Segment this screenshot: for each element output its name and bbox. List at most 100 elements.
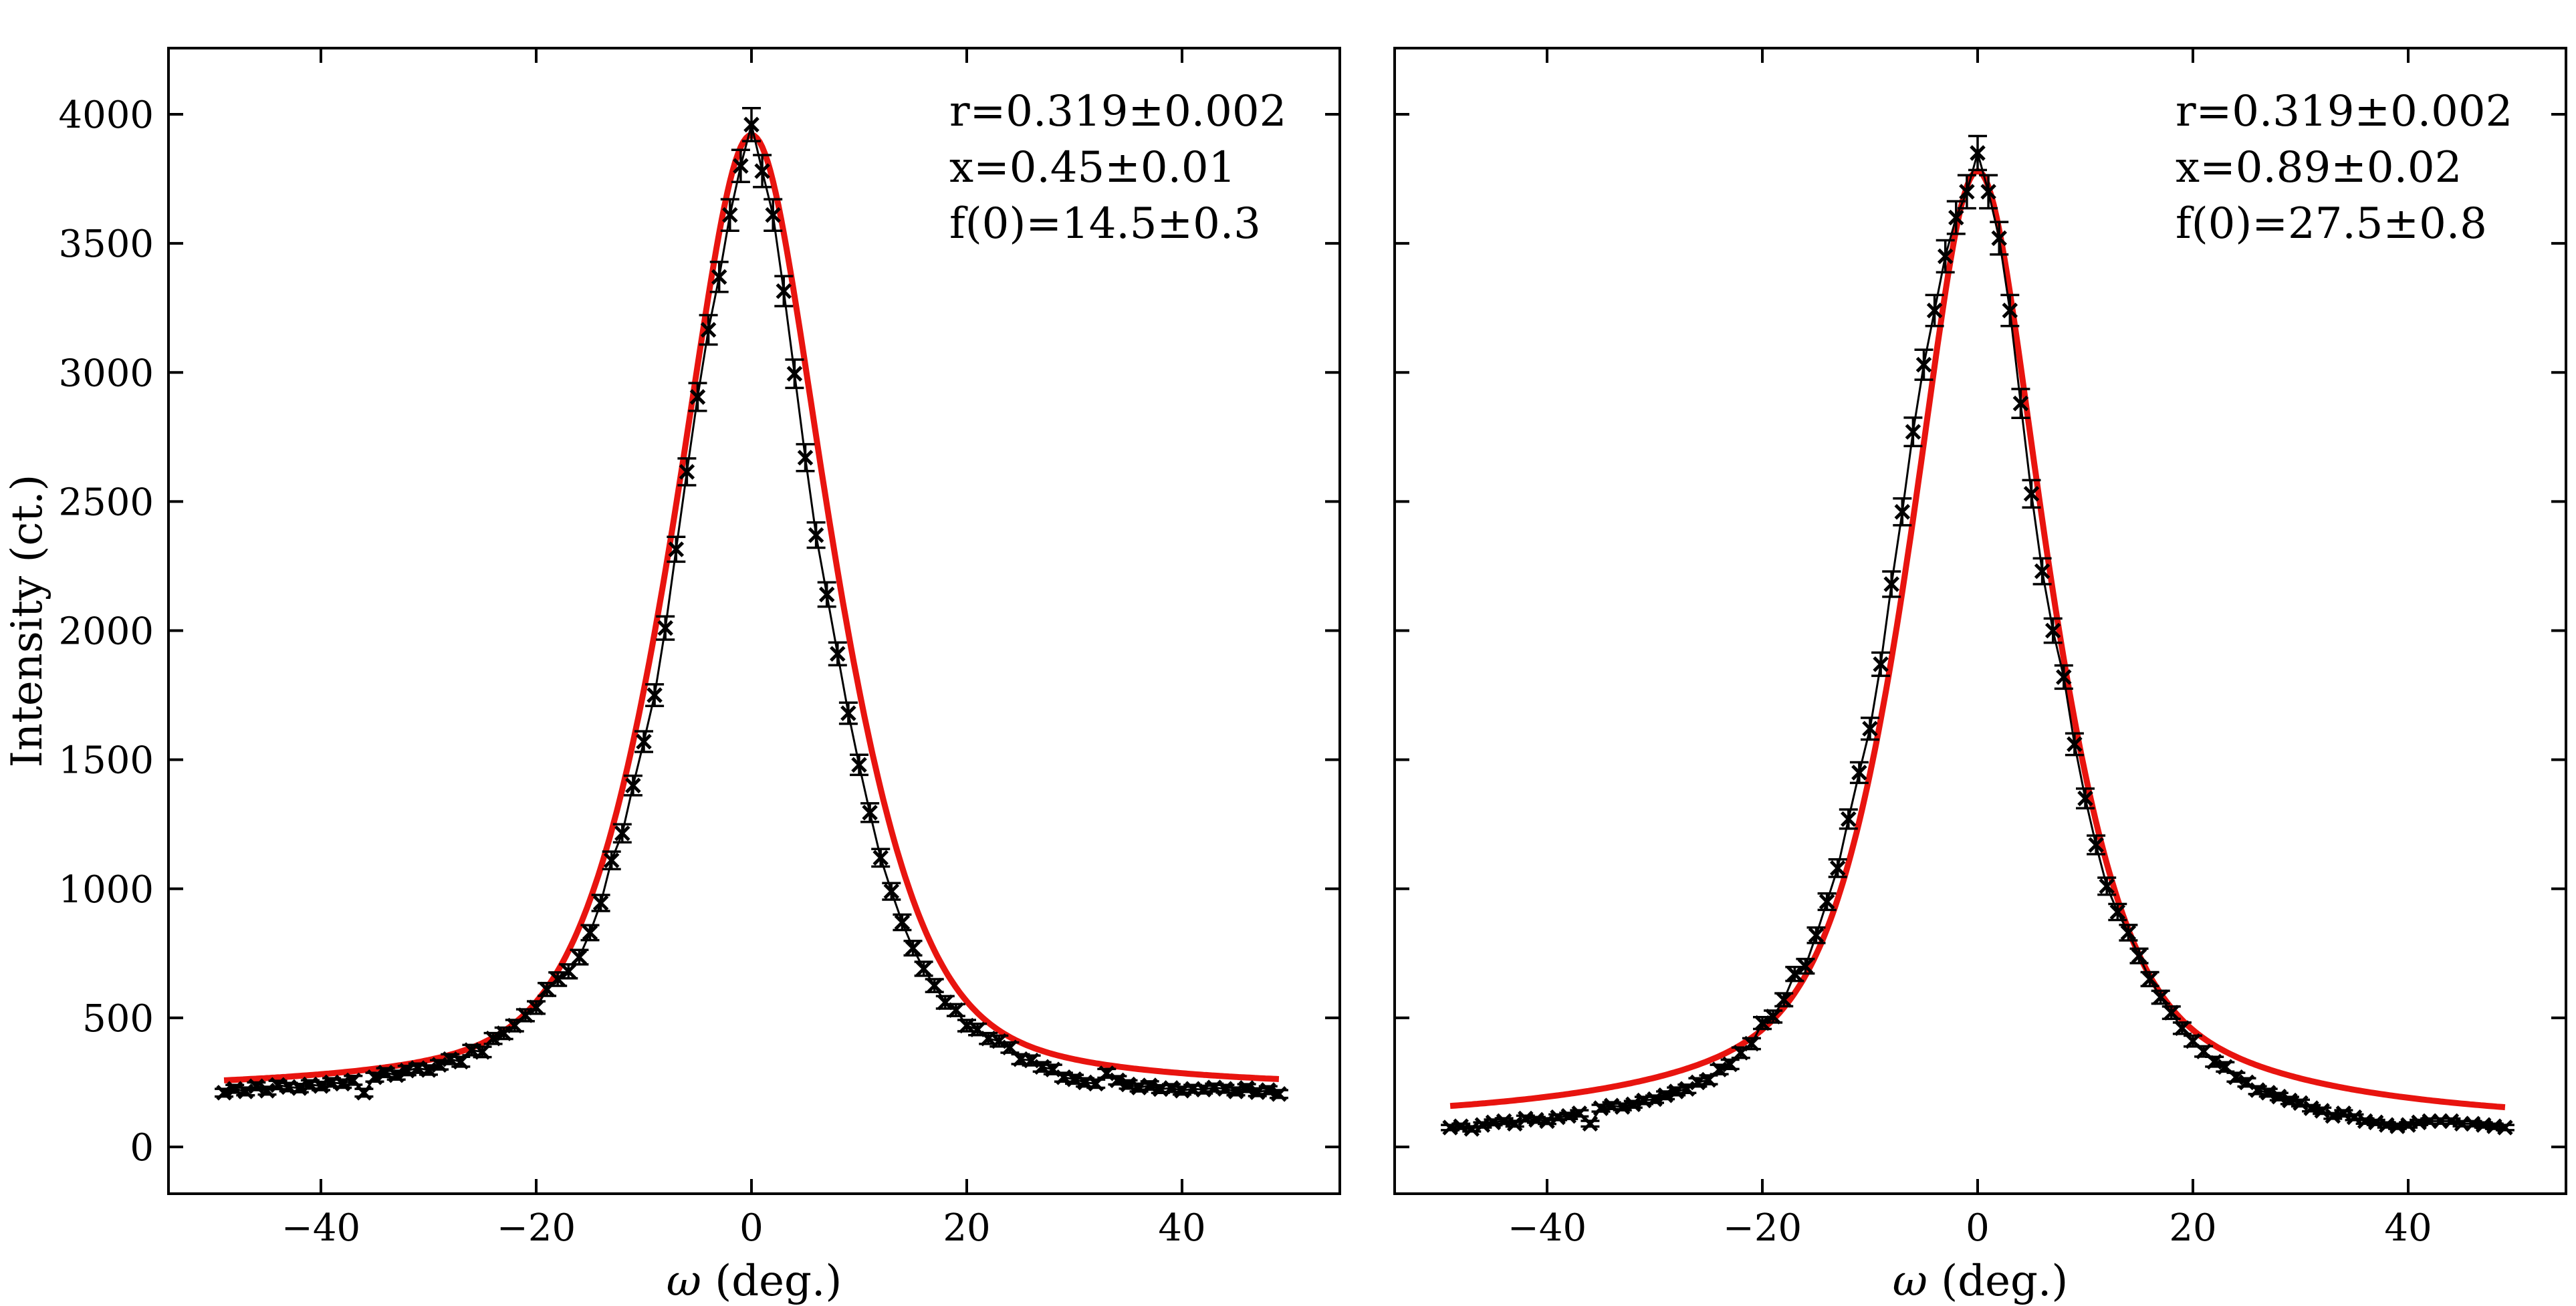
data-point xyxy=(2076,787,2095,809)
right-x-axis-symbol: ω xyxy=(1893,1257,1927,1306)
x-marker-stroke xyxy=(1851,765,1867,781)
x-marker-stroke xyxy=(582,924,598,941)
y-tick-label: 3500 xyxy=(58,223,154,266)
x-marker-stroke xyxy=(2335,1105,2352,1122)
fit-curve xyxy=(1449,168,2506,1111)
data-point xyxy=(1785,966,1804,983)
data-point xyxy=(677,457,697,487)
x-marker-stroke xyxy=(1776,992,1792,1008)
x-marker-stroke xyxy=(862,805,878,821)
data-point xyxy=(957,1017,976,1034)
data-point xyxy=(1893,497,1912,527)
x-marker-stroke xyxy=(1260,1082,1276,1098)
data-point xyxy=(2151,989,2170,1005)
data-point xyxy=(2097,876,2117,896)
x-marker-stroke xyxy=(808,527,824,543)
x-marker-stroke xyxy=(399,1062,415,1079)
data-point xyxy=(742,106,761,142)
x-marker-stroke xyxy=(2271,1088,2287,1105)
y-tick-label: 2500 xyxy=(58,481,154,524)
x-marker-stroke xyxy=(1066,1071,1082,1087)
x-marker-stroke xyxy=(969,1021,985,1038)
x-marker-stroke xyxy=(1227,1083,1244,1099)
data-point xyxy=(774,275,794,307)
data-point xyxy=(548,971,568,987)
data-point xyxy=(419,1062,438,1078)
data-point xyxy=(1710,1061,1729,1077)
data-point xyxy=(2011,388,2030,419)
data-point xyxy=(1140,1077,1159,1093)
data-point xyxy=(1979,174,1998,210)
x-marker-stroke xyxy=(2238,1074,2255,1091)
data-point xyxy=(1936,239,1955,274)
data-point xyxy=(1861,716,1879,741)
x-marker-stroke xyxy=(1926,302,1943,319)
x-marker-stroke xyxy=(894,914,911,930)
x-marker-stroke xyxy=(2077,790,2093,807)
x-marker-stroke xyxy=(2056,669,2072,685)
x-marker-stroke xyxy=(2023,486,2040,502)
right-panel: −40 −20 0 20 40 r=0.319±0.002 x=0.89±0.02 f(… xyxy=(1393,47,2567,1306)
x-marker-stroke xyxy=(1819,894,1835,910)
data-point xyxy=(430,1057,449,1073)
x-marker-stroke xyxy=(1905,424,1921,440)
x-marker-stroke xyxy=(1506,1116,1523,1132)
data-point xyxy=(1946,200,1966,235)
x-marker-stroke xyxy=(711,269,727,285)
data-point xyxy=(2043,617,2063,644)
x-marker-stroke xyxy=(1249,1084,1266,1100)
x-marker-stroke xyxy=(495,1025,512,1041)
left-x-axis-unit: (deg.) xyxy=(701,1257,842,1306)
x-marker-stroke xyxy=(1797,958,1814,974)
x-marker-stroke xyxy=(421,1062,437,1078)
data-point xyxy=(1968,134,1987,172)
data-connector-line xyxy=(223,124,1280,1095)
data-point xyxy=(2258,1085,2278,1101)
data-point xyxy=(2065,732,2084,757)
data-point xyxy=(1742,1035,1761,1052)
data-point xyxy=(527,999,546,1016)
data-point xyxy=(903,940,923,957)
x-marker-stroke xyxy=(1560,1107,1576,1124)
data-point xyxy=(236,1083,255,1099)
right-annotation-x: x=0.89±0.02 xyxy=(2176,143,2462,192)
x-marker-stroke xyxy=(1668,1083,1684,1099)
left-annotation-x: x=0.45±0.01 xyxy=(949,143,1236,192)
x-marker-stroke xyxy=(614,825,630,841)
data-point xyxy=(1161,1080,1181,1096)
x-marker-stroke xyxy=(1098,1065,1115,1081)
x-marker-stroke xyxy=(1829,860,1846,876)
data-point xyxy=(850,753,868,777)
x-marker-stroke xyxy=(1002,1039,1018,1056)
data-point xyxy=(709,261,729,293)
x-marker-stroke xyxy=(334,1075,350,1092)
y-axis-label: Intensity (ct.) xyxy=(3,475,52,768)
data-point xyxy=(257,1083,277,1099)
x-marker-stroke xyxy=(851,757,867,773)
x-marker-stroke xyxy=(1195,1081,1211,1098)
y-tick-label: 4000 xyxy=(58,94,154,137)
right-data-layer xyxy=(1441,134,2514,1137)
fit-curve xyxy=(223,132,1280,1083)
x-marker-stroke xyxy=(668,541,685,557)
data-point xyxy=(871,847,891,868)
data-point xyxy=(333,1075,352,1092)
data-point xyxy=(2087,834,2106,856)
data-point xyxy=(2172,1020,2192,1037)
x-marker-stroke xyxy=(2012,395,2029,412)
x-marker-stroke xyxy=(700,321,717,338)
data-point xyxy=(2495,1120,2514,1136)
data-point xyxy=(1119,1076,1138,1093)
data-point xyxy=(365,1069,384,1085)
data-point xyxy=(634,730,653,753)
x-marker-stroke xyxy=(1593,1100,1609,1116)
x-marker-stroke xyxy=(345,1072,362,1089)
x-marker-stroke xyxy=(2163,1005,2180,1021)
data-point xyxy=(2140,970,2159,988)
x-tick-label: 40 xyxy=(2384,1206,2432,1250)
data-point xyxy=(2032,557,2052,585)
x-marker-stroke xyxy=(1109,1072,1126,1089)
y-tick-label: 0 xyxy=(130,1126,154,1170)
x-marker-stroke xyxy=(1120,1076,1137,1093)
data-point xyxy=(2119,924,2138,942)
